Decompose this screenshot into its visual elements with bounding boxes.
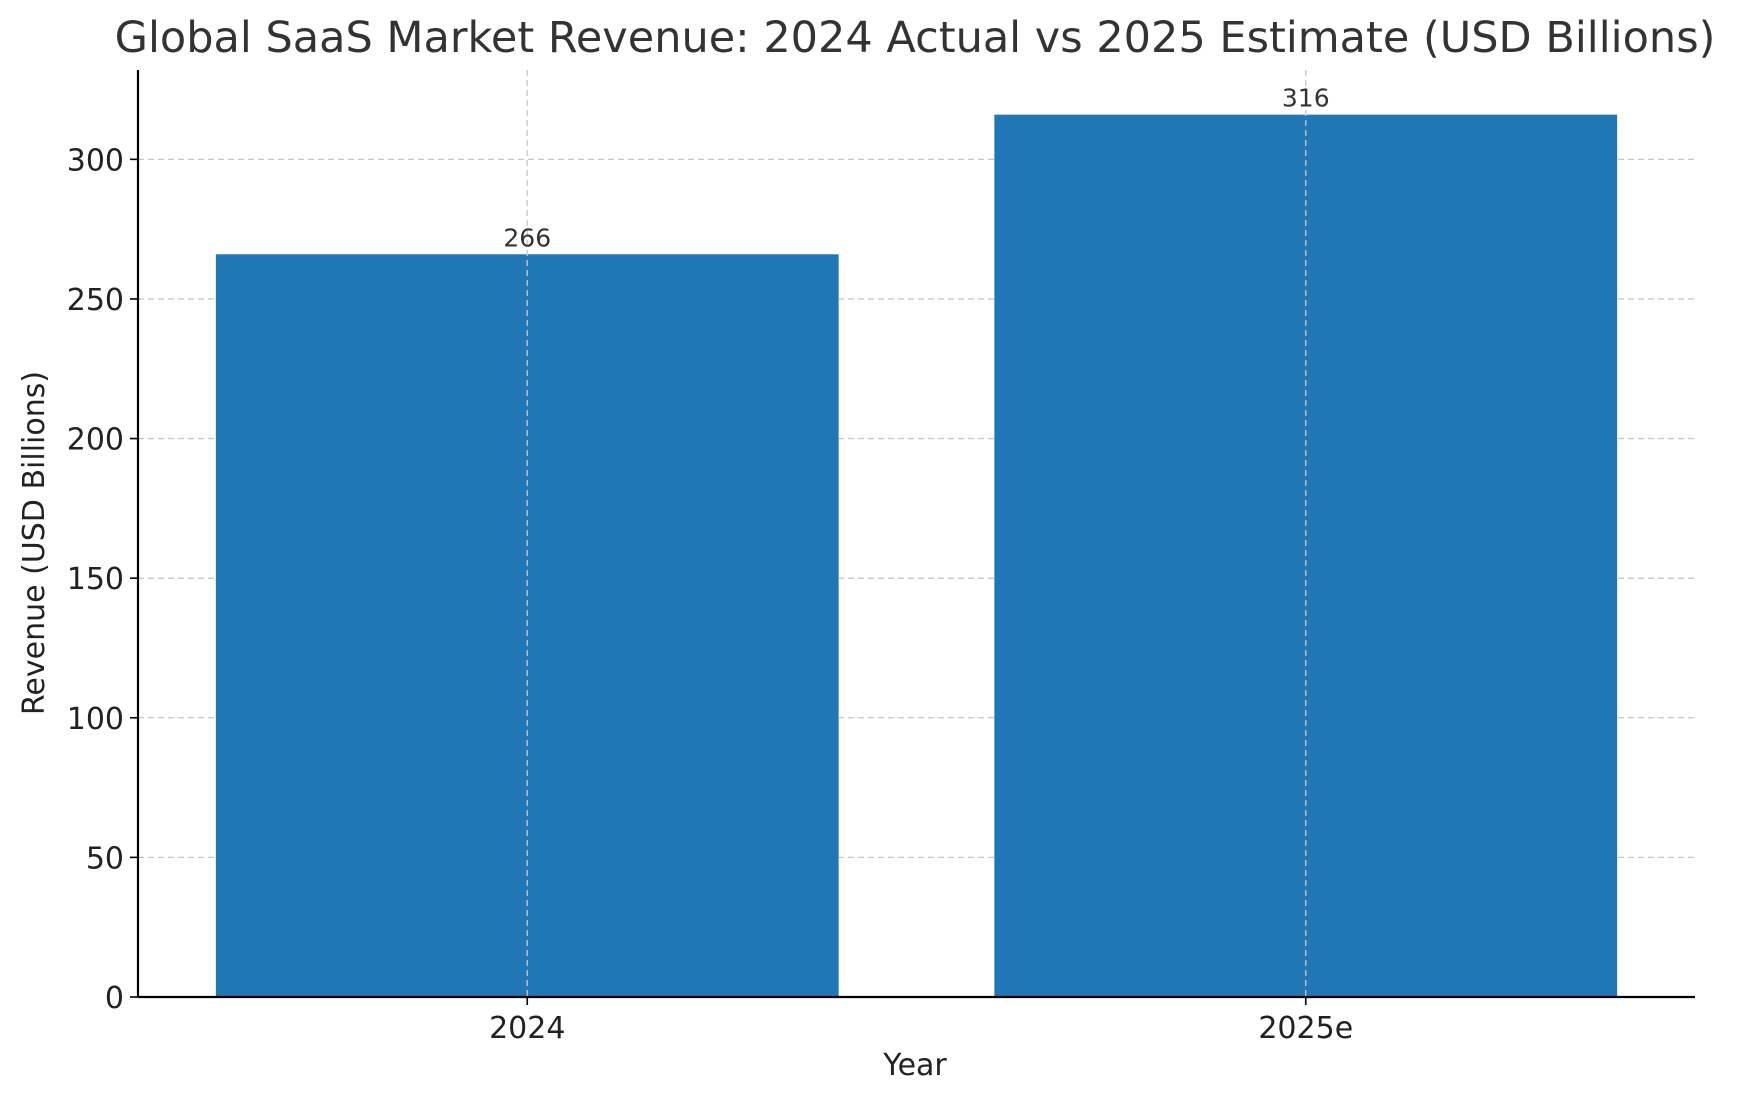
labels: 0 50 100 150 200 250 300 266 316 2024 2025e [67,84,1353,1046]
data-label-2025e: 316 [1282,84,1330,113]
x-tick-label-2025e: 2025e [1258,1011,1353,1046]
axes [130,70,1695,1005]
data-label-2024: 266 [503,223,551,252]
chart-title: Global SaaS Market Revenue: 2024 Actual … [115,13,1716,63]
x-axis-title: Year [882,1048,947,1083]
bars [215,70,1618,998]
y-tick-label: 150 [67,562,124,597]
x-tick-label-2024: 2024 [489,1011,565,1046]
y-tick-label: 100 [67,702,124,737]
y-tick-label: 0 [105,981,124,1016]
y-tick-label: 200 [67,423,124,458]
y-tick-label: 50 [86,841,124,876]
y-tick-label: 250 [67,283,124,318]
y-axis-title: Revenue (USD Billions) [17,371,52,715]
y-tick-label: 300 [67,143,124,178]
